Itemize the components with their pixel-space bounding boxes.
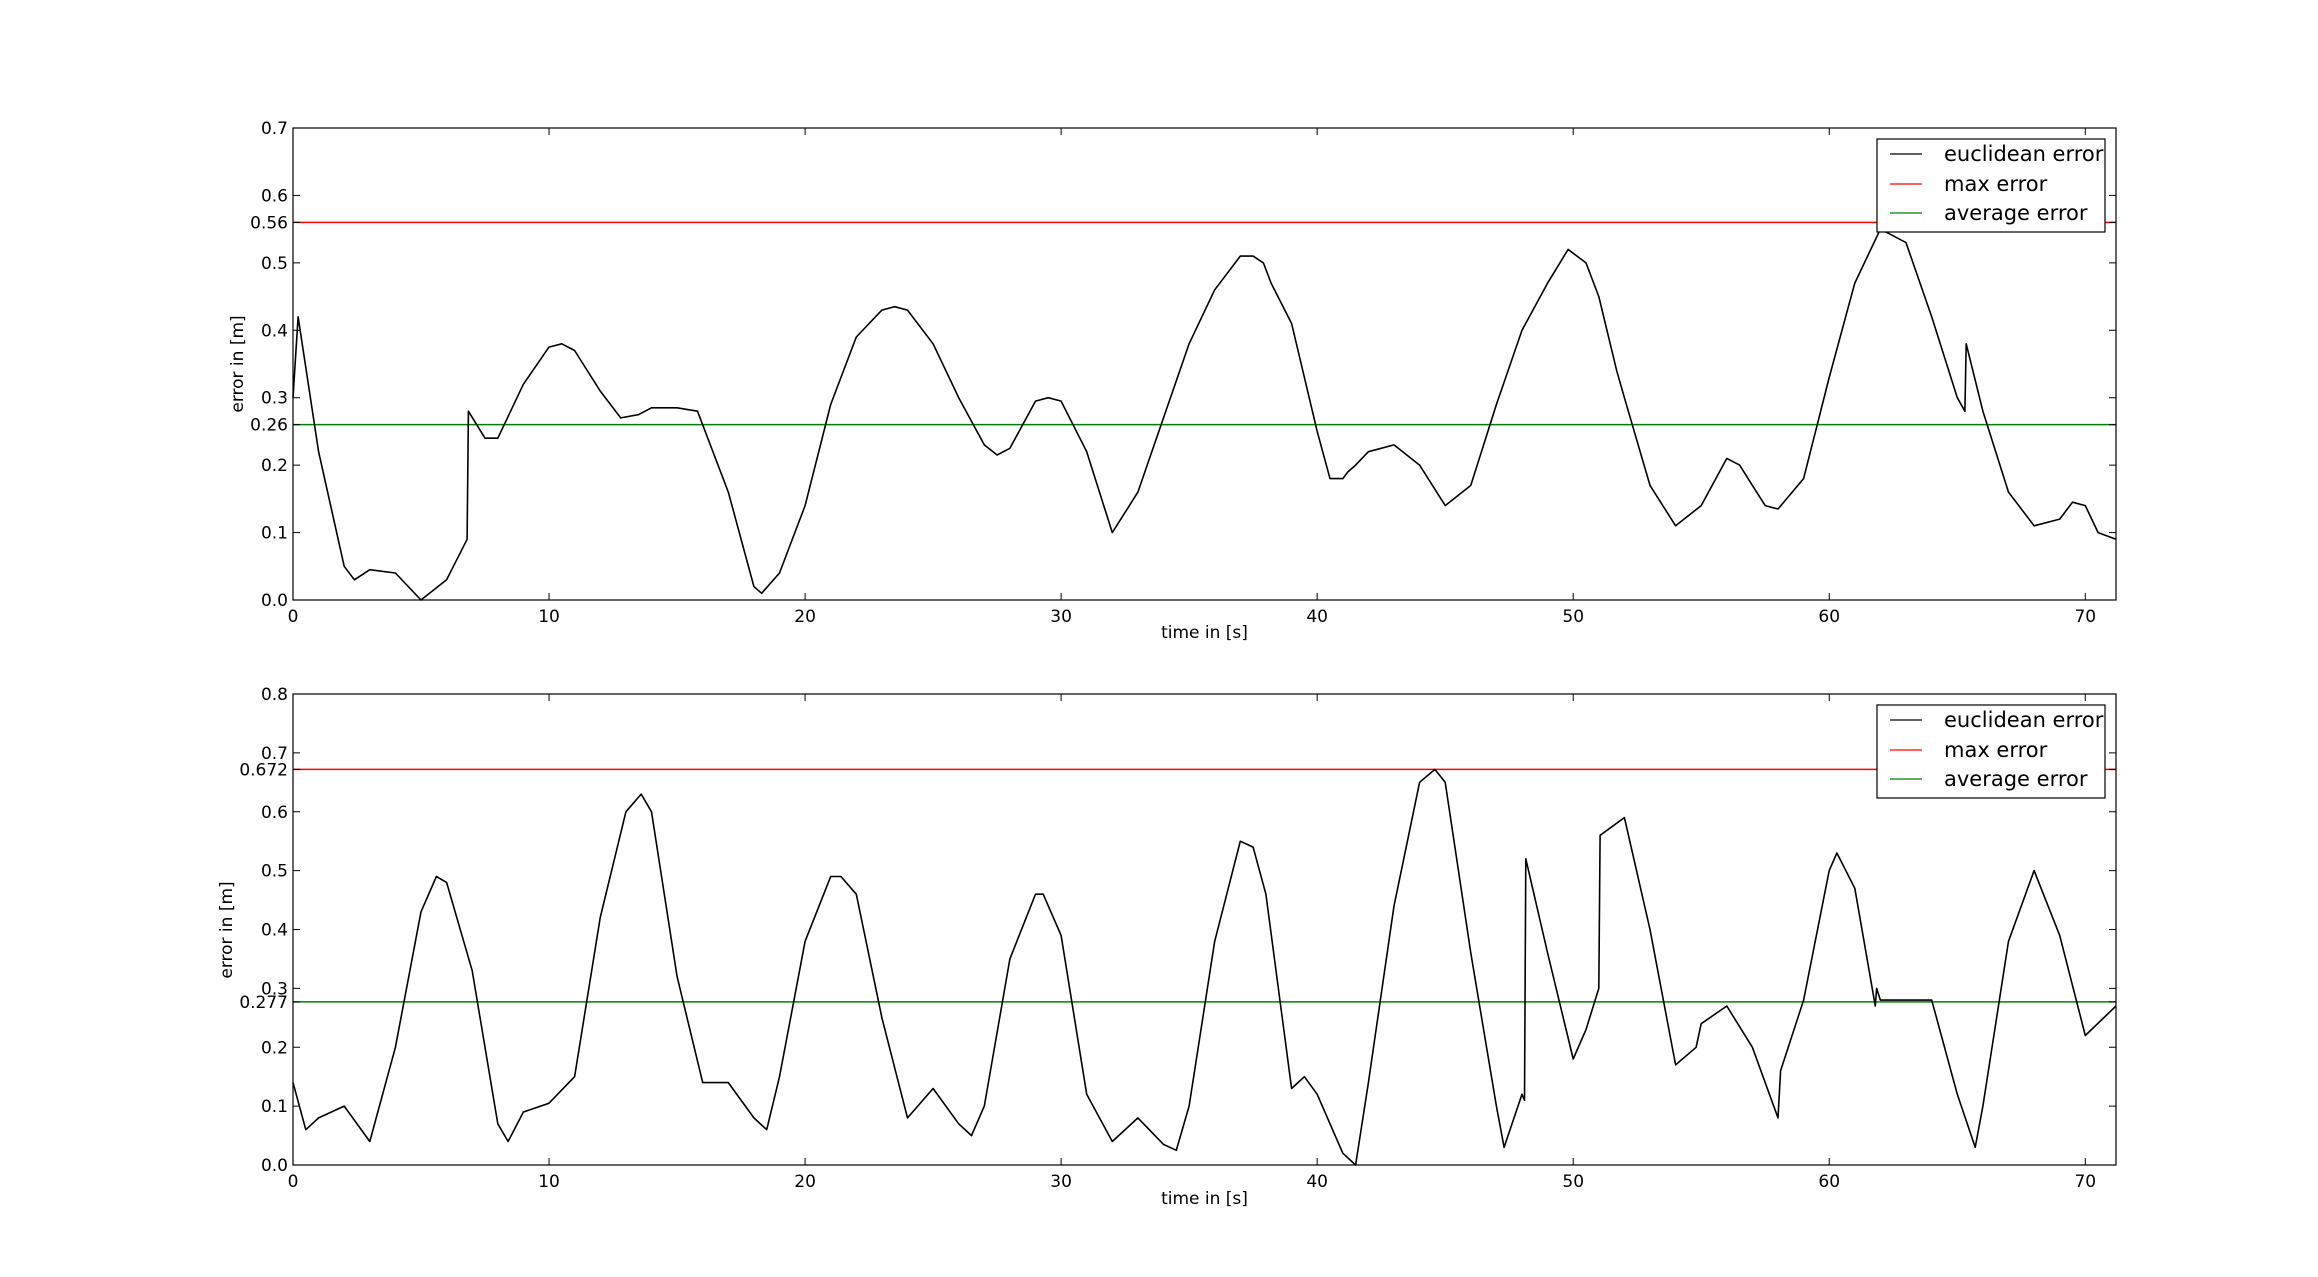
bottom-ytick-label: 0.8 <box>261 685 288 705</box>
bottom-xtick-label: 0 <box>288 1172 299 1192</box>
bottom-x-axis-label: time in [s] <box>1161 1189 1248 1209</box>
top-x-axis-label: time in [s] <box>1161 623 1248 643</box>
bottom-axes-frame <box>292 693 2117 1166</box>
top-xtick-label: 10 <box>538 607 560 627</box>
top-ytick-label: 0.26 <box>250 416 288 436</box>
top-ytick-label: 0.56 <box>250 213 288 233</box>
bottom-xtick-label: 20 <box>794 1172 816 1192</box>
bottom-data-layer <box>292 768 2117 1166</box>
top-xtick-label: 60 <box>1818 607 1840 627</box>
top-ytick-label: 0.3 <box>261 389 288 409</box>
bottom-ytick-label: 0.3 <box>261 979 288 999</box>
top-xtick-label: 40 <box>1306 607 1328 627</box>
bottom-legend: euclidean error max error average error <box>1876 704 2106 799</box>
top-xtick-label: 20 <box>794 607 816 627</box>
top-ytick-label: 0.7 <box>261 119 288 139</box>
bottom-legend-label-max: max error <box>1944 738 2048 762</box>
bottom-euclidean-error-series <box>292 768 2117 1166</box>
top-legend-label-max: max error <box>1944 172 2048 196</box>
top-ytick-label: 0.1 <box>261 524 288 544</box>
bottom-xtick-label: 70 <box>2074 1172 2096 1192</box>
bottom-ytick-label: 0.672 <box>239 760 288 780</box>
top-ytick-label: 0.0 <box>261 591 288 611</box>
top-ytick-label: 0.2 <box>261 456 288 476</box>
top-data-layer <box>292 221 2117 601</box>
bottom-xtick-label: 10 <box>538 1172 560 1192</box>
top-legend-label-euclidean: euclidean error <box>1944 142 2104 166</box>
bottom-ytick-label: 0.5 <box>261 862 288 882</box>
top-xtick-label: 30 <box>1050 607 1072 627</box>
bottom-xtick-label: 50 <box>1562 1172 1584 1192</box>
bottom-ytick-label: 0.277 <box>239 993 288 1013</box>
bottom-xtick-label: 30 <box>1050 1172 1072 1192</box>
top-ytick-label: 0.5 <box>261 254 288 274</box>
bottom-ytick-label: 0.0 <box>261 1156 288 1176</box>
bottom-y-axis-label: error in [m] <box>217 881 237 978</box>
bottom-xtick-label: 40 <box>1306 1172 1328 1192</box>
top-ytick-label: 0.6 <box>261 186 288 206</box>
bottom-ytick-label: 0.7 <box>261 744 288 764</box>
bottom-ytick-label: 0.4 <box>261 921 288 941</box>
top-y-axis-label: error in [m] <box>228 315 248 412</box>
bottom-ytick-label: 0.1 <box>261 1097 288 1117</box>
top-legend: euclidean error max error average error <box>1876 138 2106 233</box>
top-euclidean-error-series <box>292 228 2117 601</box>
top-xtick-label: 50 <box>1562 607 1584 627</box>
bottom-legend-label-euclidean: euclidean error <box>1944 708 2104 732</box>
subplot-top: 0 10 20 30 40 50 60 70 0.0 0.1 0.2 0.26 0.3 0.4 0.5 0.5… <box>228 119 2117 643</box>
bottom-ytick-label: 0.2 <box>261 1038 288 1058</box>
top-axes-frame <box>292 127 2117 601</box>
top-xtick-label: 0 <box>288 607 299 627</box>
bottom-xtick-label: 60 <box>1818 1172 1840 1192</box>
bottom-ytick-label: 0.6 <box>261 803 288 823</box>
top-ytick-label: 0.4 <box>261 321 288 341</box>
top-legend-label-average: average error <box>1944 201 2088 225</box>
top-ticks: 0 10 20 30 40 50 60 70 0.0 0.1 0.2 0.26 0.3 0.4 0.5 0.5… <box>250 119 2116 627</box>
top-xtick-label: 70 <box>2074 607 2096 627</box>
bottom-legend-label-average: average error <box>1944 767 2088 791</box>
